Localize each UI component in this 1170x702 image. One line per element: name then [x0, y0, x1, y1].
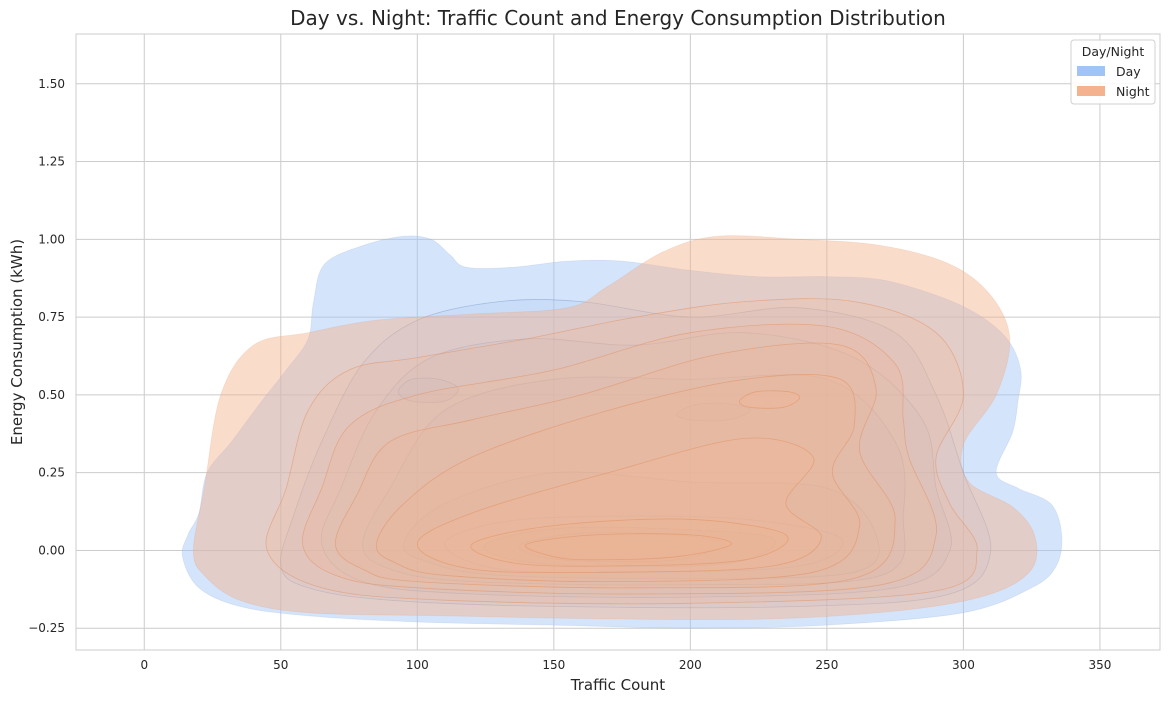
night-density-level [265, 298, 978, 605]
x-axis-title: Traffic Count [570, 676, 665, 694]
x-tick-label: 150 [542, 658, 565, 672]
y-tick-label: 1.00 [38, 232, 65, 246]
y-axis-title: Energy Consumption (kWh) [8, 239, 26, 445]
x-tick-labels: 0 50 100 150 200 250 300 350 [140, 658, 1111, 672]
x-tick-label: 300 [952, 658, 975, 672]
night-density-level [375, 374, 861, 583]
day-density-level [397, 377, 459, 403]
night-density-level [192, 235, 1038, 621]
y-tick-label: 0.00 [38, 543, 65, 557]
y-tick-labels: −0.25 0.00 0.25 0.50 0.75 1.00 1.25 1.50 [28, 77, 65, 635]
legend-label-night: Night [1116, 84, 1150, 99]
y-tick-label: 1.50 [38, 77, 65, 91]
density-night [192, 235, 1038, 621]
day-density-level [181, 235, 1063, 629]
y-tick-label: 0.25 [38, 466, 65, 480]
day-density-level [676, 402, 751, 422]
y-tick-label: 0.75 [38, 310, 65, 324]
grid [76, 34, 1160, 650]
day-density-level [519, 532, 724, 563]
plot-area [75, 33, 1161, 651]
night-density-level [470, 518, 789, 567]
x-tick-label: 100 [406, 658, 429, 672]
density-layers [181, 235, 1063, 629]
day-density-level [362, 374, 906, 586]
legend-swatch-day [1077, 66, 1105, 76]
y-tick-label: −0.25 [28, 621, 65, 635]
x-tick-label: 250 [815, 658, 838, 672]
x-tick-label: 350 [1088, 658, 1111, 672]
x-tick-label: 200 [679, 658, 702, 672]
density-day [181, 235, 1063, 629]
legend-title: Day/Night [1082, 44, 1145, 59]
chart-title: Day vs. Night: Traffic Count and Energy … [290, 6, 946, 30]
day-density-level [280, 299, 992, 609]
x-tick-label: 0 [140, 658, 148, 672]
day-density-level [403, 471, 880, 579]
x-tick-label: 50 [273, 658, 288, 672]
legend: Day/Night Day Night [1070, 39, 1156, 105]
legend-label-day: Day [1116, 64, 1141, 79]
day-density-level [320, 332, 952, 598]
day-density-level [483, 526, 776, 567]
y-tick-label: 1.25 [38, 155, 65, 169]
night-density-level [302, 323, 938, 595]
night-density-level [739, 390, 801, 409]
day-density-level [444, 515, 844, 574]
legend-swatch-night [1077, 86, 1105, 96]
y-tick-label: 0.50 [38, 388, 65, 402]
night-density-level [334, 342, 896, 589]
night-density-level [524, 533, 732, 561]
night-density-level [416, 437, 822, 574]
